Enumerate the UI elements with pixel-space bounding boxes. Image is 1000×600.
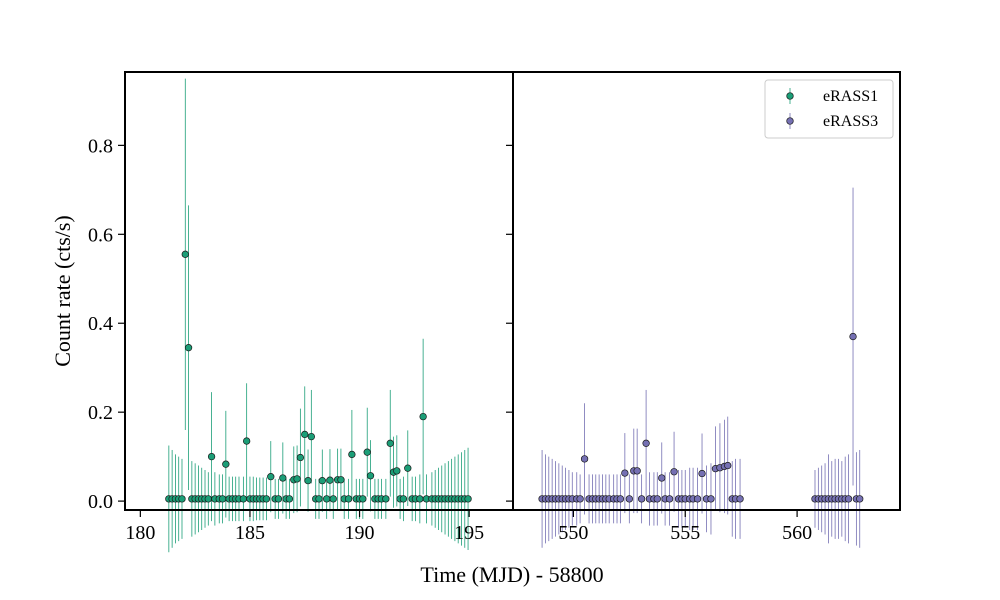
point-eRASS1-46	[326, 476, 334, 484]
point-eRASS1-5	[181, 250, 189, 258]
point-eRASS1-30	[267, 472, 275, 481]
y-axis-label: Count rate (cts/s)	[50, 215, 75, 367]
point-eRASS3-42	[698, 469, 706, 478]
point-eRASS3-26	[633, 467, 641, 475]
point-eRASS1-39	[301, 430, 309, 439]
point-eRASS1-49	[337, 476, 345, 484]
point-eRASS1-71	[419, 412, 427, 421]
point-eRASS1-13	[207, 452, 216, 461]
legend: eRASS1 eRASS3	[764, 79, 894, 139]
y-tick-label-3: 0.6	[88, 224, 113, 246]
point-eRASS3-63	[849, 332, 857, 341]
legend-marker-eRASS1	[786, 92, 794, 100]
point-eRASS3-65	[856, 495, 864, 503]
point-eRASS1-23	[243, 437, 251, 445]
point-eRASS1-47	[329, 495, 337, 503]
point-eRASS1-57	[366, 472, 375, 480]
plot-layer	[165, 78, 864, 553]
x-tick-label-0-0: 180	[125, 522, 155, 544]
point-eRASS1-4	[178, 495, 186, 503]
point-eRASS1-43	[315, 495, 323, 503]
point-eRASS3-11	[576, 495, 584, 503]
panel-frame-1	[512, 71, 901, 511]
point-eRASS3-22	[616, 495, 625, 503]
point-eRASS3-51	[736, 495, 744, 503]
frame-layer: 180 185 190 195 0.0 0.2 0.4 0.6 0.8 550 555 560	[88, 71, 901, 544]
point-eRASS1-29	[262, 495, 271, 503]
point-eRASS1-12	[204, 495, 212, 503]
x-tick-label-0-3: 195	[454, 522, 484, 544]
x-tick-label-0-1: 185	[235, 522, 265, 544]
legend-label-eRASS1: eRASS1	[823, 88, 878, 105]
point-eRASS3-23	[621, 469, 629, 477]
point-eRASS1-45	[323, 495, 331, 503]
point-eRASS1-56	[363, 448, 371, 456]
point-eRASS1-16	[218, 495, 227, 503]
point-eRASS1-6	[184, 344, 193, 352]
point-eRASS1-37	[293, 475, 301, 483]
point-eRASS3-27	[637, 495, 646, 503]
point-eRASS1-40	[304, 477, 312, 485]
point-eRASS3-35	[670, 468, 678, 476]
point-eRASS3-28	[642, 439, 650, 447]
point-eRASS1-22	[239, 495, 248, 503]
point-eRASS1-32	[274, 495, 283, 503]
point-eRASS3-41	[693, 495, 702, 503]
point-eRASS1-44	[318, 477, 326, 485]
y-tick-label-2: 0.4	[88, 313, 113, 335]
y-tick-label-1: 0.2	[88, 402, 113, 424]
point-eRASS3-44	[707, 495, 715, 503]
point-eRASS1-62	[386, 439, 394, 447]
point-eRASS3-24	[625, 495, 633, 503]
legend-box	[764, 79, 894, 139]
point-eRASS1-17	[222, 460, 230, 468]
x-tick-label-0-2: 190	[345, 522, 375, 544]
point-eRASS1-55	[359, 495, 367, 503]
x-tick-label-1-1: 555	[670, 522, 700, 544]
point-eRASS1-66	[399, 495, 408, 503]
point-eRASS1-51	[344, 495, 353, 503]
point-eRASS1-38	[296, 453, 305, 462]
point-eRASS3-12	[580, 455, 589, 463]
legend-marker-eRASS3	[786, 117, 794, 125]
x-axis-label: Time (MJD) - 58800	[420, 562, 603, 587]
point-eRASS1-41	[307, 432, 315, 441]
x-tick-label-1-0: 550	[558, 522, 588, 544]
point-eRASS1-35	[285, 495, 294, 503]
point-eRASS3-31	[653, 495, 661, 503]
point-eRASS1-61	[382, 495, 390, 503]
y-tick-label-0: 0.0	[88, 491, 113, 513]
point-eRASS1-84	[464, 495, 472, 503]
point-eRASS1-52	[348, 450, 356, 459]
panel-frame-0	[124, 71, 514, 511]
point-eRASS1-67	[404, 464, 412, 472]
point-eRASS3-32	[658, 474, 666, 482]
point-eRASS3-34	[665, 495, 674, 503]
point-eRASS3-62	[844, 495, 853, 503]
x-tick-label-1-2: 560	[782, 522, 812, 544]
point-eRASS1-33	[279, 474, 287, 482]
point-eRASS3-48	[724, 461, 732, 470]
point-eRASS1-70	[416, 495, 424, 503]
point-eRASS1-64	[393, 467, 401, 475]
y-tick-label-4: 0.8	[88, 135, 113, 157]
legend-label-eRASS3: eRASS3	[823, 113, 878, 130]
